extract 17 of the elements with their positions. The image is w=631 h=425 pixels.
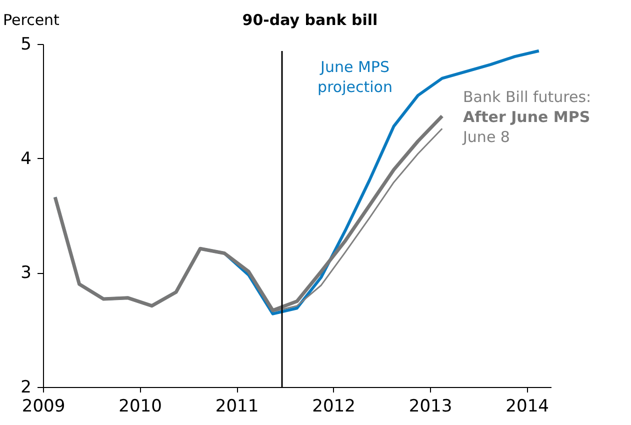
- y-tick-label: 3: [20, 263, 32, 284]
- x-tick-label: 2014: [506, 396, 549, 416]
- series-label: After June MPS: [463, 108, 590, 126]
- chart-title: 90-day bank bill: [242, 11, 378, 29]
- y-axis-title: Percent: [3, 11, 60, 29]
- y-tick-label: 5: [20, 34, 32, 54]
- x-tick-label: 2013: [408, 396, 452, 416]
- annotation: Bank Bill futures:: [463, 88, 592, 106]
- y-tick-label: 2: [20, 378, 32, 398]
- series-label: June MPS projection: [318, 58, 392, 96]
- line-series: [53, 114, 444, 312]
- x-tick-label: 2010: [118, 396, 162, 416]
- series-label: June 8: [462, 128, 510, 146]
- x-tick-label: 2012: [312, 396, 356, 416]
- x-tick-label: 2011: [215, 396, 259, 416]
- x-tick-label: 2009: [22, 396, 66, 416]
- y-tick-label: 4: [20, 148, 32, 169]
